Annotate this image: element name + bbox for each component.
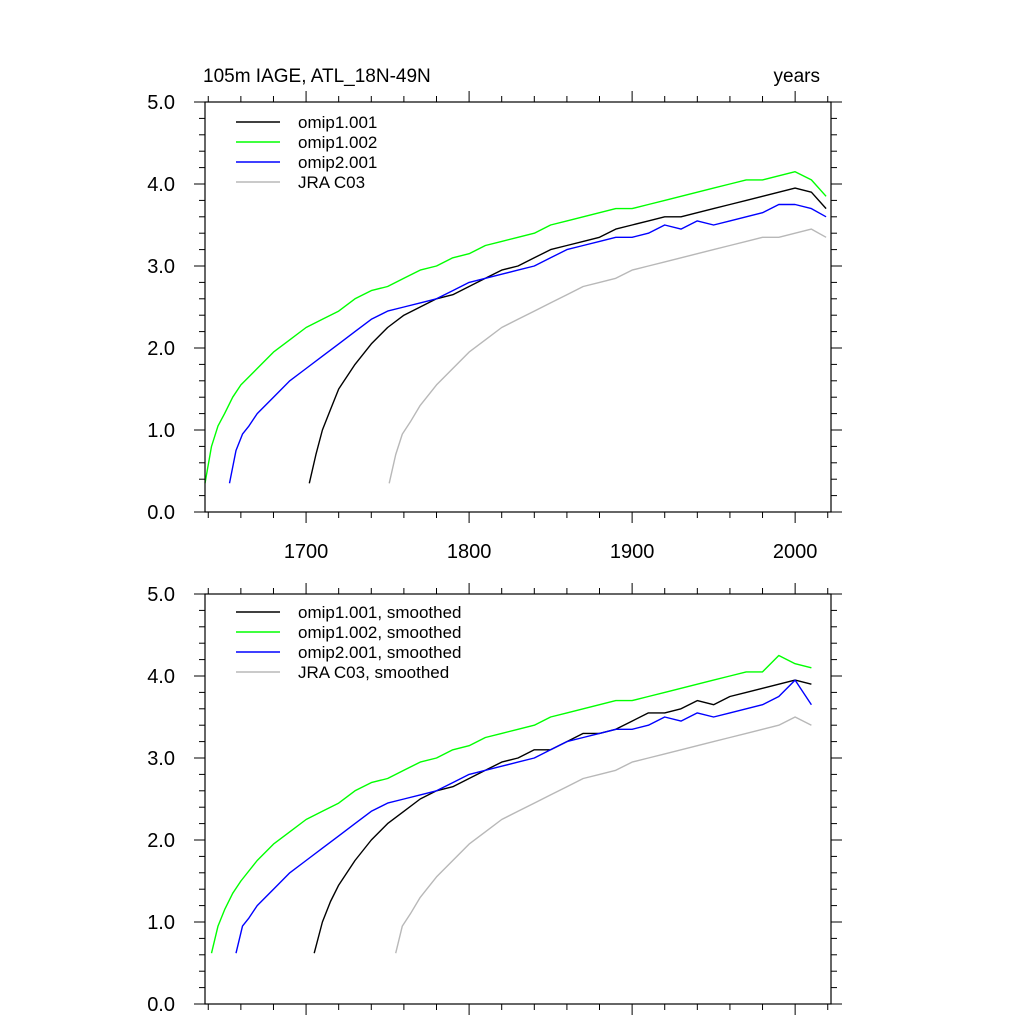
x-tick-label: 1900 — [610, 541, 655, 563]
y-tick-label: 1.0 — [147, 420, 175, 442]
x-tick-label: 1800 — [447, 541, 492, 563]
legend-label: JRA C03, smoothed — [298, 663, 449, 682]
series-line-4 — [395, 716, 812, 954]
chart-units: years — [774, 66, 820, 87]
legend-label: omip1.001 — [298, 113, 377, 132]
x-tick-label: 2000 — [773, 541, 818, 563]
y-tick-label: 5.0 — [147, 584, 175, 606]
y-tick-label: 2.0 — [147, 830, 175, 852]
legend-label: JRA C03 — [298, 173, 365, 192]
legend-label: omip2.001, smoothed — [298, 643, 462, 662]
series-line-1 — [308, 187, 827, 484]
series-line-4 — [388, 228, 827, 484]
legend-label: omip1.002, smoothed — [298, 623, 462, 642]
y-tick-label: 1.0 — [147, 912, 175, 934]
series-line-1 — [313, 679, 812, 954]
y-tick-label: 4.0 — [147, 174, 175, 196]
plot-frame — [204, 593, 832, 1005]
series-line-3 — [235, 679, 812, 954]
legend-label: omip1.002 — [298, 133, 377, 152]
series-line-3 — [228, 203, 827, 484]
chart-title: 105m IAGE, ATL_18N-49N — [203, 66, 431, 87]
y-tick-label: 2.0 — [147, 338, 175, 360]
y-tick-label: 0.0 — [147, 994, 175, 1016]
chart-panel-top: 105m IAGE, ATL_18N-49N years 0.0 1.0 2.0 3.… — [147, 66, 842, 563]
plot-frame — [204, 101, 832, 513]
y-tick-label: 5.0 — [147, 92, 175, 114]
y-tick-label: 3.0 — [147, 748, 175, 770]
legend-label: omip2.001 — [298, 153, 377, 172]
legend-label: omip1.001, smoothed — [298, 603, 462, 622]
series-line-2 — [204, 171, 827, 484]
series-line-2 — [210, 654, 812, 954]
x-tick-label: 1700 — [284, 541, 329, 563]
y-tick-label: 3.0 — [147, 256, 175, 278]
y-tick-label: 4.0 — [147, 666, 175, 688]
y-tick-label: 0.0 — [147, 502, 175, 524]
